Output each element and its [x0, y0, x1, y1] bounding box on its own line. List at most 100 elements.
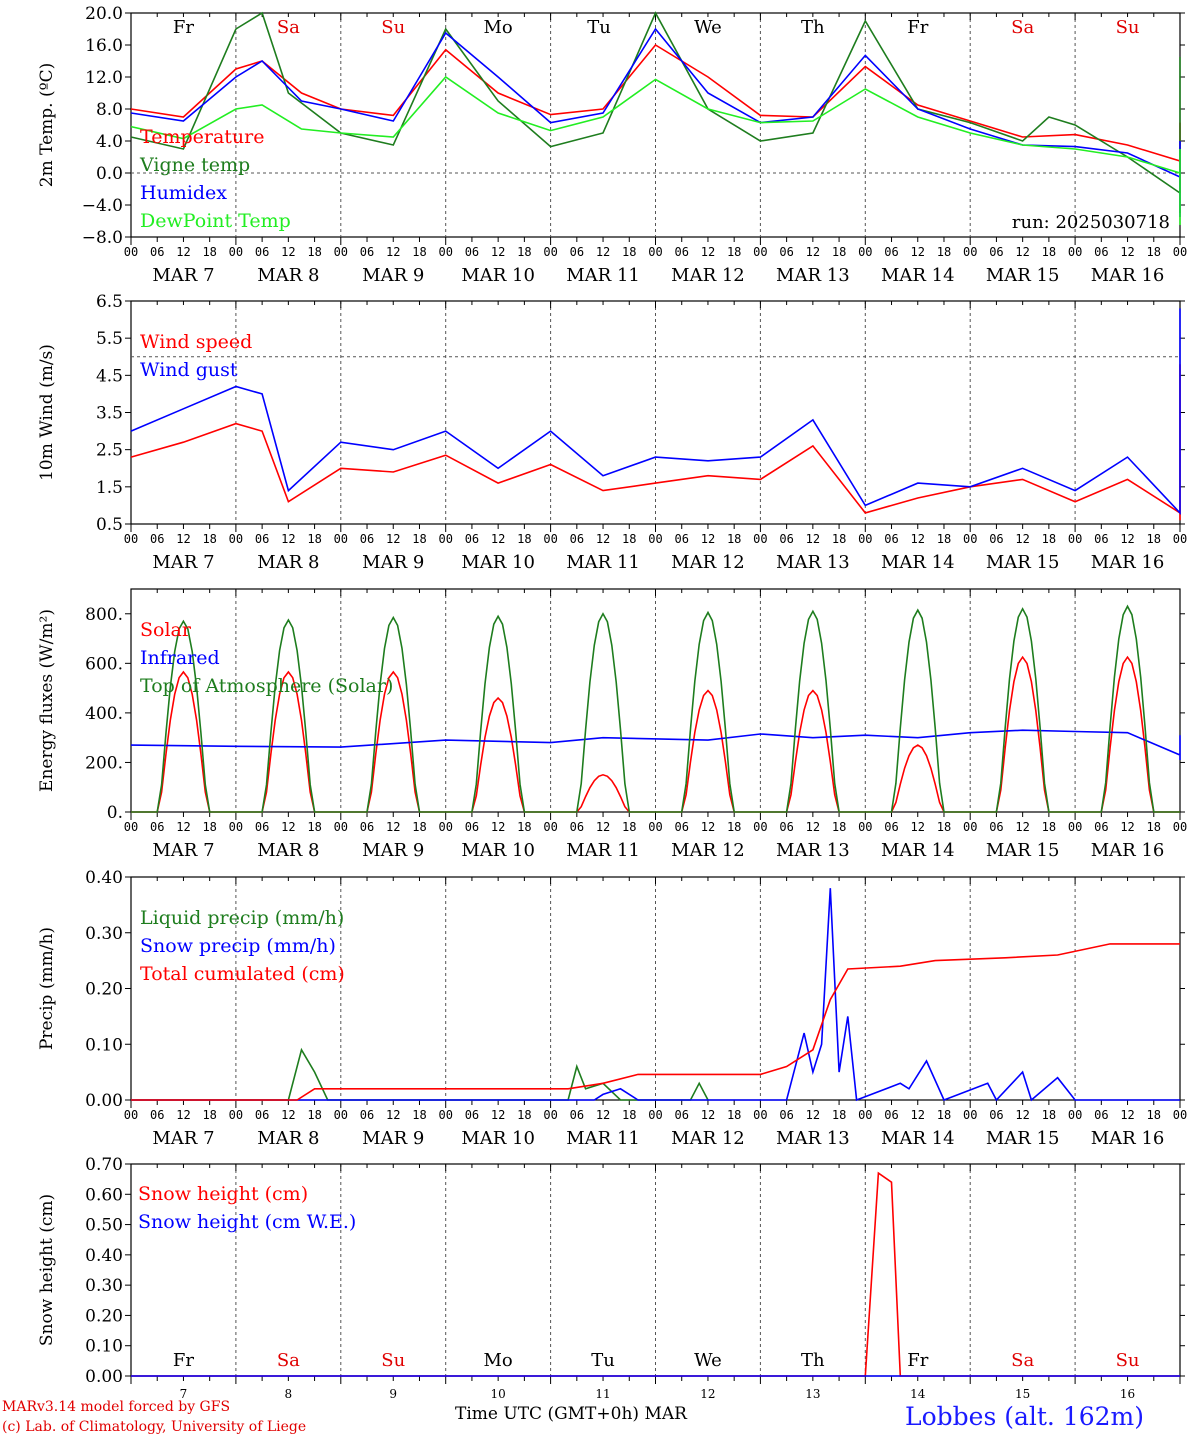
y-axis-label: 2m Temp. (ºC)	[37, 63, 57, 188]
hour-tick-label: 00	[543, 245, 557, 259]
hour-tick-label: 06	[1094, 532, 1108, 546]
hour-tick-label: 00	[648, 532, 662, 546]
hour-tick-label: 12	[596, 245, 610, 259]
date-label: MAR 7	[152, 840, 214, 861]
hour-tick-label: 12	[806, 1108, 820, 1122]
weekday-label: Th	[801, 17, 825, 38]
day-number-label: 12	[700, 1387, 715, 1401]
hour-tick-label: 06	[570, 1108, 584, 1122]
weekday-label-bottom: Tu	[591, 1350, 615, 1371]
hour-tick-label: 12	[176, 1108, 190, 1122]
hour-tick-label: 18	[412, 1108, 426, 1122]
hour-tick-label: 00	[334, 245, 348, 259]
hour-tick-label: 18	[727, 1108, 741, 1122]
weekday-label-bottom: Sa	[277, 1350, 300, 1371]
legend-entry: Snow height (cm)	[138, 1183, 308, 1205]
hour-tick-label: 12	[1015, 820, 1029, 834]
legend-entry: Temperature	[140, 126, 264, 148]
hour-tick-label: 18	[1147, 1108, 1161, 1122]
hour-tick-label: 18	[1042, 1108, 1056, 1122]
weekday-label: Su	[1116, 17, 1140, 38]
weekday-label-bottom: Mo	[484, 1350, 513, 1371]
hour-tick-label: 12	[911, 532, 925, 546]
hour-tick-label: 00	[334, 820, 348, 834]
hour-tick-label: 06	[1094, 245, 1108, 259]
hour-tick-label: 12	[596, 1108, 610, 1122]
y-tick-label: 0.20	[85, 980, 123, 1000]
legend-entry: Wind speed	[140, 331, 252, 353]
hour-tick-label: 00	[334, 1108, 348, 1122]
hour-tick-label: 00	[753, 1108, 767, 1122]
hour-tick-label: 18	[202, 532, 216, 546]
hour-tick-label: 06	[465, 532, 479, 546]
weekday-label: Sa	[277, 17, 300, 38]
series-line-wind-gust	[130, 308, 1181, 515]
hour-tick-label: 18	[412, 532, 426, 546]
hour-tick-label: 12	[176, 820, 190, 834]
y-tick-label: 0.5	[96, 515, 123, 535]
weekday-label: Fr	[907, 17, 928, 38]
hour-tick-label: 00	[858, 820, 872, 834]
lab-credit: (c) Lab. of Climatology, University of L…	[2, 1419, 307, 1435]
hour-tick-label: 00	[229, 1108, 243, 1122]
y-tick-label: 0.30	[85, 1276, 123, 1296]
hour-tick-label: 06	[150, 245, 164, 259]
date-label: MAR 14	[881, 1128, 955, 1149]
hour-tick-label: 06	[465, 1108, 479, 1122]
day-number-label: 8	[285, 1387, 293, 1401]
hour-tick-label: 06	[255, 1108, 269, 1122]
day-number-label: 9	[389, 1387, 397, 1401]
hour-tick-label: 06	[465, 245, 479, 259]
hour-tick-label: 18	[307, 532, 321, 546]
hour-tick-label: 18	[307, 820, 321, 834]
y-axis-label: Precip (mm/h)	[37, 927, 57, 1050]
hour-tick-label: 18	[517, 532, 531, 546]
y-tick-label: 12.0	[85, 68, 123, 88]
y-tick-label: 1.5	[96, 478, 123, 498]
date-label: MAR 15	[986, 265, 1060, 286]
date-label: MAR 7	[152, 1128, 214, 1149]
date-label: MAR 10	[461, 552, 535, 573]
hour-tick-label: 06	[674, 532, 688, 546]
hour-tick-label: 18	[517, 245, 531, 259]
date-label: MAR 12	[671, 265, 745, 286]
hour-tick-label: 12	[491, 532, 505, 546]
date-label: MAR 7	[152, 552, 214, 573]
date-label: MAR 11	[566, 1128, 640, 1149]
hour-tick-label: 12	[1120, 820, 1134, 834]
hour-tick-label: 06	[570, 820, 584, 834]
y-tick-label: 0.10	[85, 1337, 123, 1357]
hour-tick-label: 00	[648, 820, 662, 834]
y-tick-label: 0.40	[85, 1246, 123, 1266]
hour-tick-label: 18	[1147, 532, 1161, 546]
hour-tick-label: 00	[543, 1108, 557, 1122]
day-number-label: 11	[595, 1387, 610, 1401]
hour-tick-label: 06	[255, 532, 269, 546]
hour-tick-label: 12	[701, 245, 715, 259]
y-axis-label: 10m Wind (m/s)	[37, 344, 57, 481]
legend-entry: DewPoint Temp	[140, 210, 291, 232]
hour-tick-label: 12	[911, 1108, 925, 1122]
y-tick-label: 5.5	[96, 329, 123, 349]
x-axis-title: Time UTC (GMT+0h) MAR	[455, 1404, 687, 1424]
hour-tick-label: 12	[1015, 1108, 1029, 1122]
hour-tick-label: 18	[832, 245, 846, 259]
y-tick-label: 400.	[85, 704, 123, 724]
date-label: MAR 12	[671, 552, 745, 573]
hour-tick-label: 00	[1173, 1108, 1187, 1122]
date-label: MAR 10	[461, 265, 535, 286]
date-label: MAR 10	[461, 1128, 535, 1149]
date-label: MAR 14	[881, 265, 955, 286]
date-label: MAR 16	[1091, 265, 1165, 286]
date-label: MAR 14	[881, 552, 955, 573]
hour-tick-label: 12	[386, 1108, 400, 1122]
hour-tick-label: 00	[753, 245, 767, 259]
series-line-top-of-atmosphere-solar-	[131, 604, 1180, 813]
hour-tick-label: 06	[989, 820, 1003, 834]
date-label: MAR 9	[362, 552, 424, 573]
hour-tick-label: 06	[360, 245, 374, 259]
weekday-label-bottom: Sa	[1011, 1350, 1034, 1371]
weekday-label: Mo	[484, 17, 513, 38]
day-number-label: 13	[805, 1387, 820, 1401]
hour-tick-label: 12	[701, 820, 715, 834]
